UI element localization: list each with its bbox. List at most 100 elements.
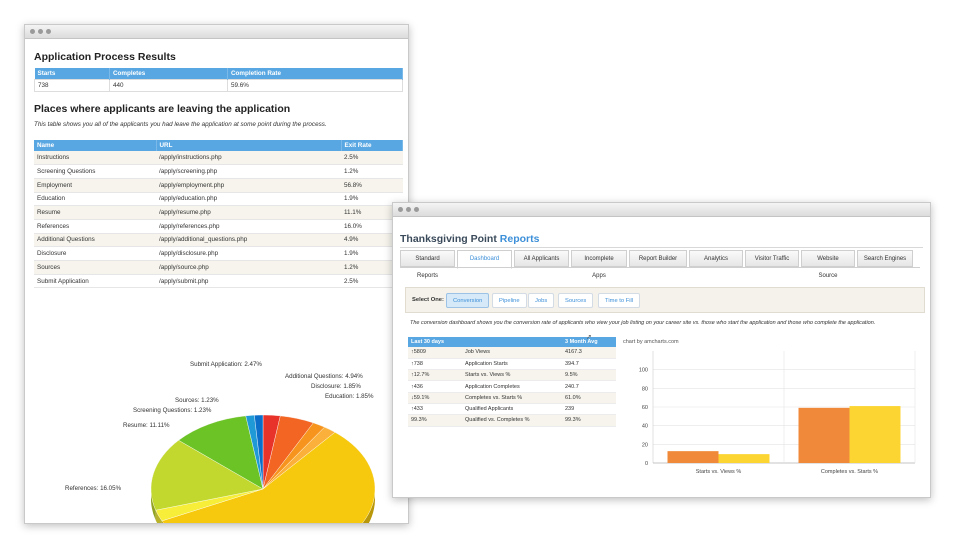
pie-label: Disclosure: 1.85%: [311, 383, 361, 390]
column-header[interactable]: Completes: [109, 68, 228, 79]
pill-jobs[interactable]: Jobs: [528, 293, 555, 308]
table-row: 738 440 59.6%: [34, 78, 403, 92]
table-row: ↑436 Application Completes 240.7: [408, 380, 616, 393]
pie-label: References: 16.05%: [65, 485, 122, 492]
tab-search-engines[interactable]: Search Engines: [857, 250, 913, 267]
column-header[interactable]: URL: [156, 140, 342, 151]
y-tick-label: 0: [645, 461, 648, 467]
table-cell: Instructions: [34, 151, 156, 166]
table-cell: 99.3%: [408, 414, 462, 427]
y-tick-label: 60: [642, 405, 648, 411]
tab-visitor-traffic[interactable]: Visitor Traffic: [745, 250, 799, 267]
table-row: Resume/apply/resume.php 11.1%: [34, 205, 403, 220]
pill-sources[interactable]: Sources: [558, 293, 594, 308]
table-cell: 56.8%: [341, 178, 403, 193]
window-zoom-dot[interactable]: [46, 29, 51, 34]
column-header[interactable]: Exit Rate: [341, 140, 403, 151]
y-tick-label: 40: [642, 424, 648, 430]
app-logo[interactable]: Thanksgiving Point Reports: [400, 233, 539, 245]
pie-slice[interactable]: [178, 415, 264, 490]
conversion-bar-chart: chart by amcharts.com 0 20 40 60 80 100 Starts …: [623, 339, 916, 475]
table-cell: References: [34, 219, 156, 234]
table-cell: /apply/employment.php: [156, 178, 341, 193]
window-zoom-dot[interactable]: [414, 207, 419, 212]
logo-main-text: Thanksgiving Point: [400, 233, 497, 245]
x-tick-label: Starts vs. Views %: [696, 469, 742, 475]
table-cell: 4.9%: [341, 233, 403, 248]
tab-dashboard[interactable]: Dashboard: [457, 250, 512, 269]
table-cell: 440: [109, 78, 228, 92]
table-cell: Employment: [34, 178, 156, 193]
pill-time-to-fill[interactable]: Time to Fill: [598, 293, 641, 308]
tab-analytics[interactable]: Analytics: [689, 250, 743, 267]
summary-table: Starts Completes Completion Rate 738 440…: [34, 68, 403, 92]
column-header[interactable]: Starts: [34, 68, 110, 79]
tab-report-builder[interactable]: Report Builder: [629, 250, 687, 267]
y-tick-label: 80: [642, 386, 648, 392]
table-cell: 2.5%: [341, 151, 403, 166]
table-row: ↑433 Qualified Applicants 239: [408, 403, 616, 416]
table-cell: 1.2%: [341, 260, 403, 275]
column-header[interactable]: Last 30 days: [408, 337, 462, 347]
table-cell: 1.9%: [341, 246, 403, 261]
column-header[interactable]: Name: [34, 140, 157, 151]
table-cell: Application Completes: [462, 380, 562, 393]
table-row: Disclosure/apply/disclosure.php 1.9%: [34, 246, 403, 261]
pill-pipeline[interactable]: Pipeline: [492, 293, 527, 308]
tabs-underline: [400, 267, 920, 268]
table-row: References/apply/references.php 16.0%: [34, 219, 403, 234]
table-cell: Additional Questions: [34, 233, 156, 248]
table-cell: ↑12.7%: [408, 369, 462, 382]
y-tick-label: 100: [639, 368, 648, 374]
pie-slice[interactable]: [254, 414, 264, 490]
window-minimize-dot[interactable]: [38, 29, 43, 34]
application-results-window: Application Process Results Starts Compl…: [24, 24, 409, 524]
tab-incomplete-apps[interactable]: Incomplete Apps: [571, 250, 627, 279]
tab-website-source[interactable]: Website Source: [801, 250, 855, 279]
pie-label: Education: 1.85%: [325, 393, 374, 400]
table-cell: /apply/resume.php: [156, 205, 341, 220]
selector-label: Select One:: [412, 297, 444, 303]
window-close-dot[interactable]: [30, 29, 35, 34]
bar[interactable]: [667, 451, 719, 463]
table-row: ↑5809 Job Views 4167.3: [408, 347, 616, 359]
table-cell: Completes vs. Starts %: [462, 392, 562, 404]
pie-slice[interactable]: [150, 440, 264, 511]
bar[interactable]: [798, 407, 850, 463]
table-row: Additional Questions/apply/additional_qu…: [34, 233, 403, 248]
report-tabs: Standard Reports Dashboard All Applicant…: [400, 250, 915, 279]
table-cell: 4167.3: [562, 347, 616, 359]
column-header[interactable]: Completion Rate: [227, 68, 403, 79]
tab-all-applicants[interactable]: All Applicants: [514, 250, 569, 267]
table-row: Instructions/apply/instructions.php 2.5%: [34, 151, 403, 166]
table-row: ↓59.1% Completes vs. Starts % 61.0%: [408, 392, 616, 404]
dashboard-description: The conversion dashboard shows you the c…: [410, 320, 876, 326]
table-cell: Qualified vs. Completes %: [462, 414, 562, 427]
window-titlebar: [393, 203, 930, 217]
chart-credit[interactable]: chart by amcharts.com: [623, 339, 679, 345]
table-cell: Sources: [34, 260, 156, 275]
section-heading: Places where applicants are leaving the …: [34, 103, 291, 115]
table-cell: 59.6%: [227, 78, 403, 92]
table-cell: 2.5%: [341, 274, 403, 289]
bar[interactable]: [849, 406, 901, 463]
table-cell: /apply/screening.php: [156, 164, 341, 179]
table-cell: 394.7: [562, 358, 616, 371]
table-row: Screening Questions/apply/screening.php 1…: [34, 164, 403, 179]
bar[interactable]: [718, 454, 770, 463]
tab-standard-reports[interactable]: Standard Reports: [400, 250, 455, 279]
reports-dashboard-window: Thanksgiving Point Reports Standard Repo…: [392, 202, 931, 498]
pie-slice[interactable]: [161, 432, 376, 524]
pill-conversion[interactable]: Conversion: [446, 293, 490, 308]
table-cell: /apply/disclosure.php: [156, 246, 341, 261]
table-cell: /apply/instructions.php: [156, 151, 341, 166]
table-cell: Submit Application: [34, 274, 156, 289]
table-row: Submit Application/apply/submit.php 2.5%: [34, 274, 403, 289]
window-close-dot[interactable]: [398, 207, 403, 212]
table-row: Sources/apply/source.php 1.2%: [34, 260, 403, 275]
logo-accent-text: Reports: [499, 233, 540, 245]
pie-label: Resume: 11.11%: [123, 422, 170, 429]
window-minimize-dot[interactable]: [406, 207, 411, 212]
column-header[interactable]: 3 Month Avg: [562, 337, 616, 347]
table-cell: 738: [34, 78, 110, 92]
